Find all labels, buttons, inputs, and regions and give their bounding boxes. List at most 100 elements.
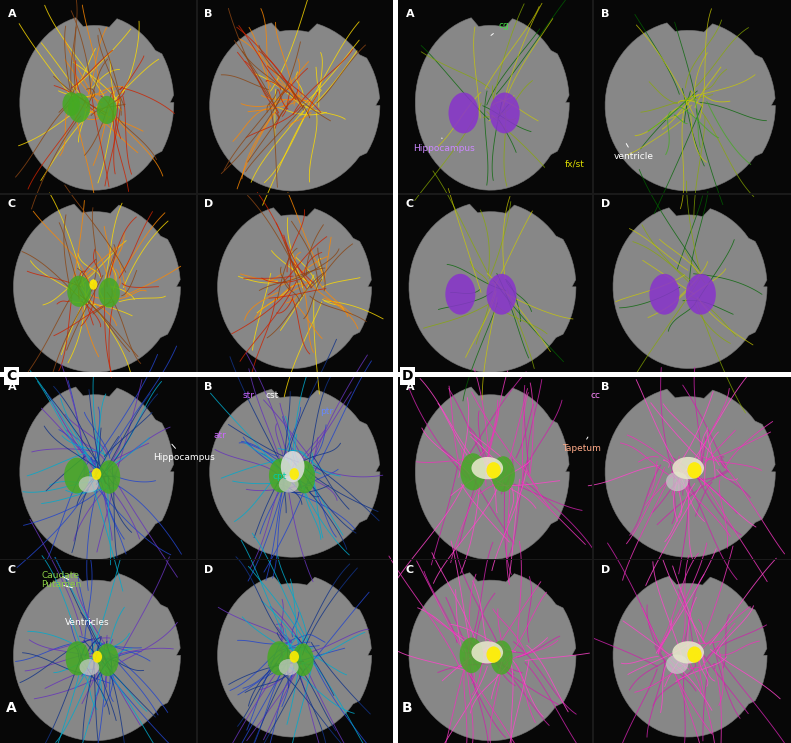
Ellipse shape <box>666 472 688 491</box>
Polygon shape <box>210 389 380 557</box>
Bar <box>0 193 393 195</box>
Ellipse shape <box>79 476 99 493</box>
Ellipse shape <box>97 643 119 676</box>
Text: C: C <box>8 199 16 209</box>
Ellipse shape <box>290 468 299 480</box>
Ellipse shape <box>89 279 97 290</box>
Ellipse shape <box>293 643 314 676</box>
Text: atr: atr <box>214 431 226 440</box>
Ellipse shape <box>687 462 702 478</box>
Ellipse shape <box>672 641 704 663</box>
Ellipse shape <box>460 453 486 490</box>
Text: Ventricles: Ventricles <box>65 618 109 627</box>
Bar <box>398 0 791 377</box>
Ellipse shape <box>672 457 704 479</box>
Ellipse shape <box>490 640 513 675</box>
Ellipse shape <box>267 641 291 675</box>
Ellipse shape <box>445 274 475 315</box>
Bar <box>0 0 393 377</box>
Text: C: C <box>8 565 16 574</box>
Ellipse shape <box>687 646 702 663</box>
Polygon shape <box>218 577 372 737</box>
Ellipse shape <box>471 641 503 663</box>
Polygon shape <box>613 577 767 737</box>
Bar <box>0 559 393 560</box>
Ellipse shape <box>97 96 117 124</box>
Ellipse shape <box>93 651 102 663</box>
Ellipse shape <box>491 456 515 492</box>
Text: D: D <box>204 199 214 209</box>
Bar <box>0 377 393 743</box>
Polygon shape <box>13 204 180 372</box>
Polygon shape <box>409 204 576 372</box>
Bar <box>592 0 594 377</box>
Text: cpt: cpt <box>273 472 287 481</box>
Ellipse shape <box>269 458 293 493</box>
Polygon shape <box>409 573 576 741</box>
Text: D: D <box>204 565 214 574</box>
Polygon shape <box>605 389 775 557</box>
Text: Putamen: Putamen <box>41 580 81 589</box>
Text: A: A <box>8 9 17 19</box>
Ellipse shape <box>294 461 315 493</box>
Ellipse shape <box>686 274 716 315</box>
Ellipse shape <box>448 93 479 134</box>
Text: D: D <box>601 199 611 209</box>
Ellipse shape <box>92 468 101 480</box>
Text: D: D <box>402 369 414 383</box>
Ellipse shape <box>67 276 91 307</box>
Polygon shape <box>210 23 380 191</box>
Ellipse shape <box>281 451 305 482</box>
Polygon shape <box>605 23 775 191</box>
Text: B: B <box>204 382 213 392</box>
Bar <box>398 559 791 560</box>
Text: ptr: ptr <box>320 407 334 416</box>
Text: A: A <box>8 382 17 392</box>
Ellipse shape <box>68 93 90 123</box>
Ellipse shape <box>64 458 89 493</box>
Bar <box>0 372 791 377</box>
Text: A: A <box>406 9 414 19</box>
Text: Tapetum: Tapetum <box>562 437 600 453</box>
Bar <box>592 377 594 743</box>
Polygon shape <box>20 387 174 559</box>
Polygon shape <box>415 387 570 559</box>
Ellipse shape <box>486 646 501 663</box>
Text: A: A <box>6 701 17 715</box>
Polygon shape <box>20 18 174 190</box>
Ellipse shape <box>460 637 483 673</box>
Text: B: B <box>601 9 610 19</box>
Polygon shape <box>13 573 180 741</box>
Ellipse shape <box>486 462 501 478</box>
Bar <box>196 0 198 377</box>
Bar <box>393 0 398 377</box>
Bar <box>393 377 398 743</box>
Text: B: B <box>204 9 213 19</box>
Text: cc: cc <box>590 391 600 400</box>
Ellipse shape <box>471 457 503 479</box>
Ellipse shape <box>99 278 120 308</box>
Text: cg: cg <box>491 21 509 36</box>
Polygon shape <box>415 18 570 190</box>
Text: cst: cst <box>266 391 279 400</box>
Ellipse shape <box>62 92 80 116</box>
Text: Hippocampus: Hippocampus <box>413 138 475 153</box>
Text: C: C <box>6 369 17 383</box>
Ellipse shape <box>290 651 299 663</box>
Text: B: B <box>601 382 610 392</box>
Ellipse shape <box>66 641 89 675</box>
Ellipse shape <box>490 93 520 134</box>
Bar <box>398 377 791 743</box>
Text: Hippocampus: Hippocampus <box>153 444 214 462</box>
Text: str: str <box>242 391 254 400</box>
Ellipse shape <box>486 274 517 315</box>
Text: D: D <box>601 565 611 574</box>
Text: A: A <box>406 382 414 392</box>
Ellipse shape <box>649 274 679 315</box>
Bar <box>398 193 791 195</box>
Text: Caudate: Caudate <box>41 571 79 580</box>
Ellipse shape <box>79 659 100 675</box>
Polygon shape <box>613 208 767 369</box>
Bar <box>196 377 198 743</box>
Polygon shape <box>218 208 372 369</box>
